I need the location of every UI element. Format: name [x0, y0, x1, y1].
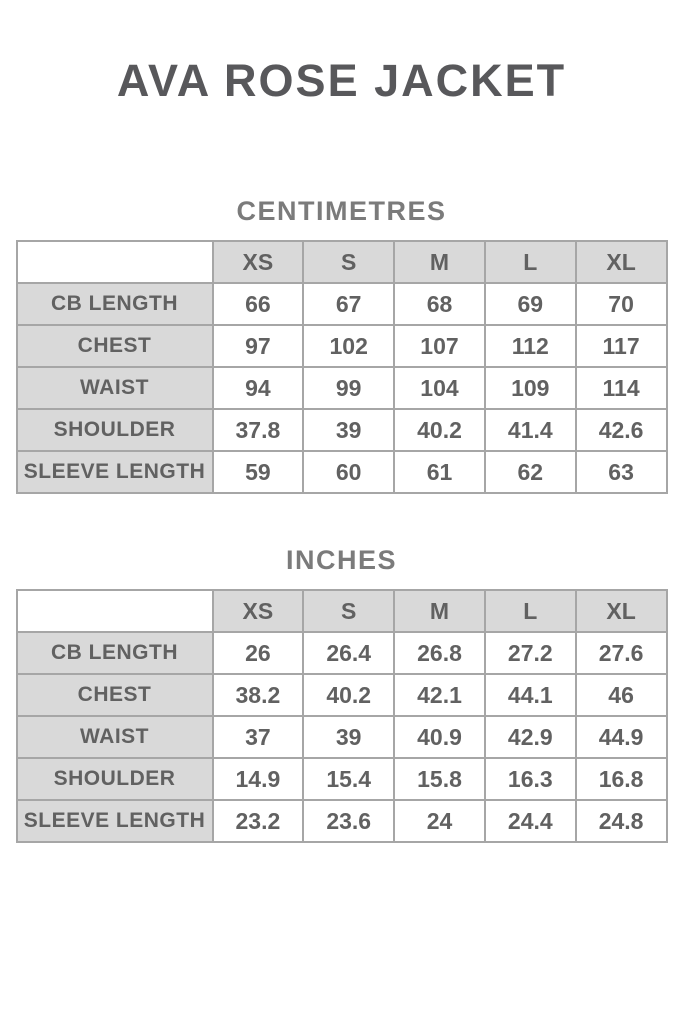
measurement-label-cell: SLEEVE LENGTH	[15, 450, 214, 494]
size-column-header: XS	[211, 589, 305, 633]
size-column-header: XL	[574, 240, 668, 284]
size-value-cell: 44.1	[483, 673, 577, 717]
measurement-label-cell: CB LENGTH	[15, 282, 214, 326]
size-value-cell: 104	[393, 366, 486, 410]
size-value-cell: 114	[574, 366, 668, 410]
measurement-row: WAIST 37 39 40.9 42.9 44.9	[15, 715, 668, 759]
measurement-label-cell: WAIST	[15, 715, 214, 759]
size-value-cell: 41.4	[483, 408, 577, 452]
size-value-cell: 15.4	[302, 757, 396, 801]
size-value-cell: 63	[574, 450, 668, 494]
size-column-header: M	[393, 589, 486, 633]
size-value-cell: 26	[211, 631, 305, 675]
size-value-cell: 109	[483, 366, 577, 410]
size-column-header: XS	[211, 240, 305, 284]
size-value-cell: 42.6	[574, 408, 668, 452]
measurement-row: WAIST 94 99 104 109 114	[15, 366, 668, 410]
size-column-header: S	[302, 589, 396, 633]
measurement-label-cell: CHEST	[15, 673, 214, 717]
measurement-row: SHOULDER 14.9 15.4 15.8 16.3 16.8	[15, 757, 668, 801]
size-value-cell: 24.4	[483, 799, 577, 843]
measurement-row: CB LENGTH 66 67 68 69 70	[15, 282, 668, 326]
centimetres-heading: CENTIMETRES	[236, 196, 447, 226]
size-header-row: XS S M L XL	[15, 589, 668, 633]
size-value-cell: 23.6	[302, 799, 396, 843]
size-column-header: S	[302, 240, 396, 284]
measurement-label-cell: WAIST	[15, 366, 214, 410]
size-value-cell: 40.2	[393, 408, 486, 452]
size-value-cell: 59	[211, 450, 305, 494]
measurement-label-cell: CB LENGTH	[15, 631, 214, 675]
measurement-row: SLEEVE LENGTH 59 60 61 62 63	[15, 450, 668, 494]
size-value-cell: 99	[302, 366, 396, 410]
measurement-label-cell: SHOULDER	[15, 408, 214, 452]
size-value-cell: 38.2	[211, 673, 305, 717]
measurement-label-cell: SLEEVE LENGTH	[15, 799, 214, 843]
size-value-cell: 112	[483, 324, 577, 368]
size-value-cell: 16.3	[483, 757, 577, 801]
size-value-cell: 14.9	[211, 757, 305, 801]
size-column-header: L	[483, 589, 577, 633]
measurement-row: CHEST 38.2 40.2 42.1 44.1 46	[15, 673, 668, 717]
size-value-cell: 40.2	[302, 673, 396, 717]
measurement-label-cell: SHOULDER	[15, 757, 214, 801]
size-value-cell: 117	[574, 324, 668, 368]
size-column-header: M	[393, 240, 486, 284]
size-value-cell: 94	[211, 366, 305, 410]
size-value-cell: 15.8	[393, 757, 486, 801]
size-value-cell: 67	[302, 282, 396, 326]
size-value-cell: 27.6	[574, 631, 668, 675]
size-value-cell: 60	[302, 450, 396, 494]
size-value-cell: 37	[211, 715, 305, 759]
size-value-cell: 70	[574, 282, 668, 326]
inches-section: INCHES XS S M L XL CB LENGTH 26 26.4 26.8 27.2 27.…	[0, 545, 683, 843]
size-value-cell: 46	[574, 673, 668, 717]
measurement-row: SHOULDER 37.8 39 40.2 41.4 42.6	[15, 408, 668, 452]
centimetres-table: XS S M L XL CB LENGTH 66 67 68 69 70 CHEST 97 102 107 1…	[15, 240, 668, 494]
size-value-cell: 107	[393, 324, 486, 368]
size-value-cell: 39	[302, 408, 396, 452]
size-value-cell: 16.8	[574, 757, 668, 801]
measurement-label-cell: CHEST	[15, 324, 214, 368]
size-value-cell: 26.8	[393, 631, 486, 675]
size-value-cell: 62	[483, 450, 577, 494]
size-value-cell: 24	[393, 799, 486, 843]
size-value-cell: 39	[302, 715, 396, 759]
size-value-cell: 102	[302, 324, 396, 368]
corner-cell	[15, 589, 214, 633]
inches-heading: INCHES	[285, 545, 397, 575]
size-value-cell: 66	[211, 282, 305, 326]
size-column-header: L	[483, 240, 577, 284]
size-value-cell: 61	[393, 450, 486, 494]
size-value-cell: 68	[393, 282, 486, 326]
size-value-cell: 27.2	[483, 631, 577, 675]
size-header-row: XS S M L XL	[15, 240, 668, 284]
size-value-cell: 97	[211, 324, 305, 368]
inches-table: XS S M L XL CB LENGTH 26 26.4 26.8 27.2 27.6 CHEST 3…	[15, 589, 668, 843]
measurement-row: SLEEVE LENGTH 23.2 23.6 24 24.4 24.8	[15, 799, 668, 843]
centimetres-section: CENTIMETRES XS S M L XL CB LENGTH 66 67 68 69 70 CH…	[0, 196, 683, 494]
measurement-row: CHEST 97 102 107 112 117	[15, 324, 668, 368]
size-value-cell: 37.8	[211, 408, 305, 452]
size-value-cell: 44.9	[574, 715, 668, 759]
size-column-header: XL	[574, 589, 668, 633]
corner-cell	[15, 240, 214, 284]
size-value-cell: 26.4	[302, 631, 396, 675]
size-value-cell: 69	[483, 282, 577, 326]
size-value-cell: 42.1	[393, 673, 486, 717]
measurement-row: CB LENGTH 26 26.4 26.8 27.2 27.6	[15, 631, 668, 675]
size-value-cell: 42.9	[483, 715, 577, 759]
size-value-cell: 24.8	[574, 799, 668, 843]
size-value-cell: 40.9	[393, 715, 486, 759]
size-value-cell: 23.2	[211, 799, 305, 843]
product-title: AVA ROSE JACKET	[116, 55, 567, 106]
